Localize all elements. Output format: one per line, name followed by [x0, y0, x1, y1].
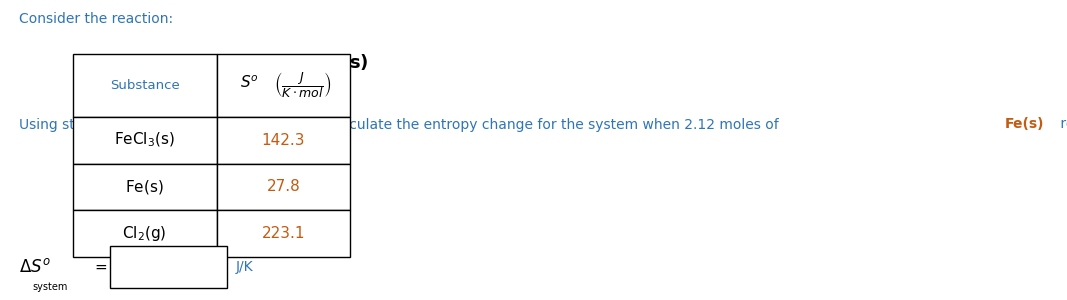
Text: Consider the reaction:: Consider the reaction:: [19, 12, 173, 26]
Text: $\left(\dfrac{J}{K \cdot mol}\right)$: $\left(\dfrac{J}{K \cdot mol}\right)$: [274, 70, 331, 101]
Bar: [73, 210, 217, 256]
Text: 142.3: 142.3: [261, 133, 305, 148]
Text: Fe(s): Fe(s): [1005, 118, 1045, 131]
Text: react at standard conditions.: react at standard conditions.: [1056, 118, 1067, 131]
Text: Substance: Substance: [110, 79, 179, 92]
Text: $\mathrm{FeCl_3(s)}$: $\mathrm{FeCl_3(s)}$: [114, 131, 175, 149]
Text: 27.8: 27.8: [267, 179, 300, 194]
Bar: [217, 164, 350, 210]
Text: Using standard absolute entropies at 298 K, calculate the entropy change for the: Using standard absolute entropies at 298…: [19, 118, 783, 131]
Bar: [217, 54, 350, 117]
Bar: [110, 246, 227, 288]
Text: $\mathrm{Fe(s)}$: $\mathrm{Fe(s)}$: [125, 178, 164, 196]
Text: =: =: [94, 260, 107, 274]
Text: system: system: [32, 281, 67, 292]
Text: $\mathrm{Cl_2(g)}$: $\mathrm{Cl_2(g)}$: [123, 224, 166, 243]
Text: $\mathbf{2Fe(s) + 3Cl_2(g) \rightarrow 2FeCl_3(s)}$: $\mathbf{2Fe(s) + 3Cl_2(g) \rightarrow 2…: [96, 52, 368, 74]
Bar: [217, 210, 350, 256]
Bar: [217, 117, 350, 164]
Text: $S^o$: $S^o$: [240, 74, 258, 91]
Text: $\Delta S^o$: $\Delta S^o$: [19, 258, 51, 276]
Bar: [73, 164, 217, 210]
Text: J/K: J/K: [236, 260, 254, 274]
Bar: [73, 54, 217, 117]
Text: 223.1: 223.1: [261, 226, 305, 241]
Bar: [73, 117, 217, 164]
